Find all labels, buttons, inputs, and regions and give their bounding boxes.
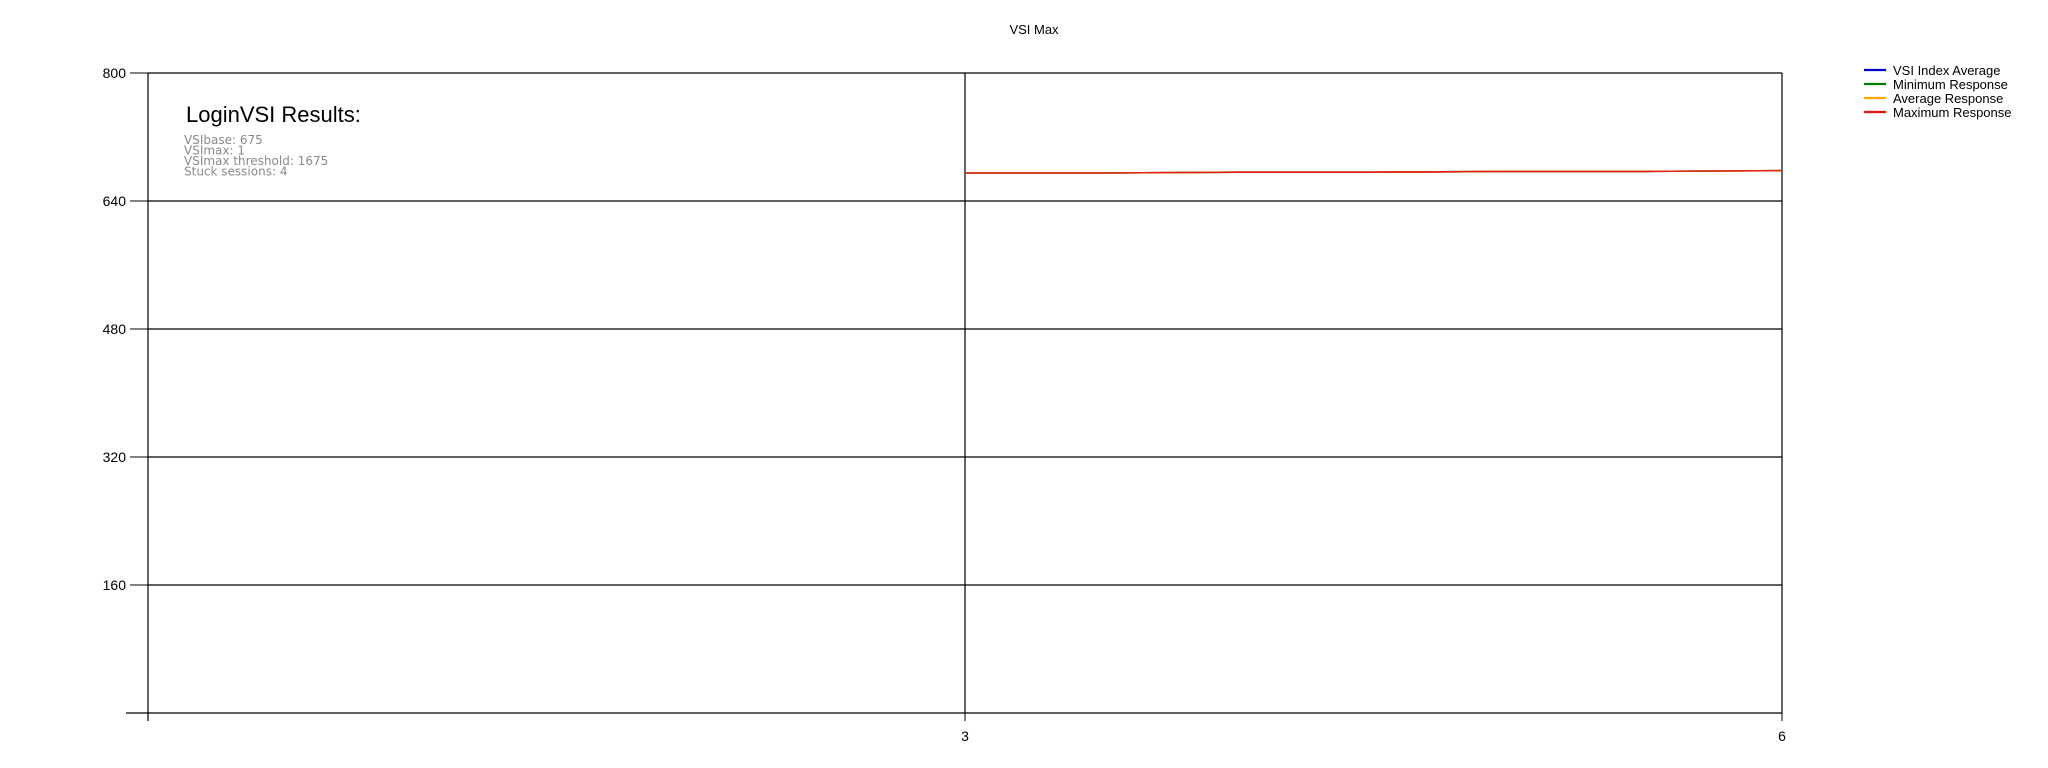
x-tick-label: 6 bbox=[1778, 728, 1786, 744]
y-tick-label: 160 bbox=[103, 577, 127, 593]
y-tick-label: 480 bbox=[103, 321, 127, 337]
legend-label: VSI Index Average bbox=[1893, 63, 2000, 78]
legend-label: Maximum Response bbox=[1893, 105, 2012, 120]
x-tick-label: 3 bbox=[961, 728, 969, 744]
series-lines bbox=[965, 169, 1783, 174]
results-heading: LoginVSI Results: bbox=[186, 102, 361, 127]
axes: 160 320 480 640 800 3 6 bbox=[103, 65, 1786, 744]
results-line: VSImax: 1 bbox=[184, 144, 245, 158]
results-line: VSIbase: 675 bbox=[184, 133, 263, 147]
series-line bbox=[965, 169, 1783, 174]
legend-label: Average Response bbox=[1893, 91, 2003, 106]
chart-title: VSI Max bbox=[1009, 22, 1059, 37]
y-tick-label: 640 bbox=[103, 193, 127, 209]
results-line: Stuck sessions: 4 bbox=[184, 165, 287, 179]
y-tick-label: 800 bbox=[103, 65, 127, 81]
results-line: VSImax threshold: 1675 bbox=[184, 154, 328, 168]
y-tick-label: 320 bbox=[103, 449, 127, 465]
grid-lines bbox=[148, 72, 1783, 713]
legend-label: Minimum Response bbox=[1893, 77, 2008, 92]
